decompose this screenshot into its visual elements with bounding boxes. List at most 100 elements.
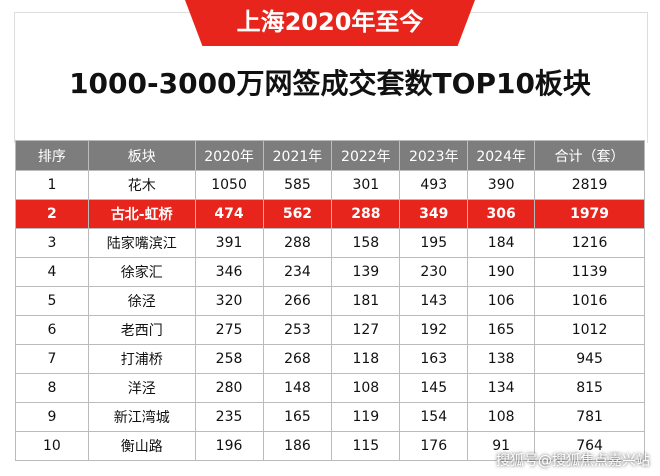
table-cell: 108 xyxy=(331,373,401,403)
table: 排序 板块 2020年 2021年 2022年 2023年 2024年 合计（套） 1 花木 10… xyxy=(15,140,645,461)
table-cell: 266 xyxy=(262,286,333,316)
column-header: 2024年 xyxy=(467,140,536,171)
table-cell: 288 xyxy=(331,199,401,229)
table-cell: 1050 xyxy=(194,170,264,200)
table-cell: 181 xyxy=(331,286,401,316)
table-cell: 235 xyxy=(194,402,264,432)
table-cell: 7 xyxy=(15,344,89,374)
table-row: 2 古北-虹桥 474 562 288 349 306 1979 xyxy=(15,199,645,229)
table-row: 4 徐家汇 346 234 139 230 190 1139 xyxy=(15,257,645,287)
table-cell: 230 xyxy=(399,257,469,287)
table-row: 6 老西门 275 253 127 192 165 1012 xyxy=(15,315,645,345)
table-cell: 91 xyxy=(467,431,536,461)
table-cell: 562 xyxy=(262,199,333,229)
table-cell: 徐家汇 xyxy=(87,257,196,287)
column-header: 板块 xyxy=(87,140,196,171)
table-cell: 781 xyxy=(534,402,645,432)
table-row: 5 徐泾 320 266 181 143 106 1016 xyxy=(15,286,645,316)
table-cell: 176 xyxy=(399,431,469,461)
table-row: 3 陆家嘴滨江 391 288 158 195 184 1216 xyxy=(15,228,645,258)
table-cell: 洋泾 xyxy=(87,373,196,403)
table-cell: 190 xyxy=(467,257,536,287)
table-cell: 195 xyxy=(399,228,469,258)
table-cell: 139 xyxy=(331,257,401,287)
table-cell: 9 xyxy=(15,402,89,432)
table-cell: 268 xyxy=(262,344,333,374)
table-cell: 6 xyxy=(15,315,89,345)
table-cell: 148 xyxy=(262,373,333,403)
table-cell: 165 xyxy=(262,402,333,432)
table-cell: 391 xyxy=(194,228,264,258)
table-cell: 390 xyxy=(467,170,536,200)
table-cell: 301 xyxy=(331,170,401,200)
table-cell: 585 xyxy=(262,170,333,200)
table-cell: 8 xyxy=(15,373,89,403)
table-cell: 192 xyxy=(399,315,469,345)
table-cell: 119 xyxy=(331,402,401,432)
table-cell: 288 xyxy=(262,228,333,258)
table-row: 1 花木 1050 585 301 493 390 2819 xyxy=(15,170,645,200)
table-cell: 196 xyxy=(194,431,264,461)
table-cell: 253 xyxy=(262,315,333,345)
column-header: 2020年 xyxy=(194,140,264,171)
table-cell: 158 xyxy=(331,228,401,258)
table-cell: 1016 xyxy=(534,286,645,316)
table-cell: 新江湾城 xyxy=(87,402,196,432)
table-cell: 1012 xyxy=(534,315,645,345)
table-cell: 徐泾 xyxy=(87,286,196,316)
column-header: 2021年 xyxy=(262,140,333,171)
header-row: 排序 板块 2020年 2021年 2022年 2023年 2024年 合计（套） xyxy=(15,140,645,171)
table-cell: 815 xyxy=(534,373,645,403)
table-cell: 945 xyxy=(534,344,645,374)
table-cell: 115 xyxy=(331,431,401,461)
table-cell: 186 xyxy=(262,431,333,461)
table-cell: 陆家嘴滨江 xyxy=(87,228,196,258)
table-cell: 1979 xyxy=(534,199,645,229)
column-header: 2023年 xyxy=(399,140,469,171)
table-row: 10 衡山路 196 186 115 176 91 764 xyxy=(15,431,645,461)
table-cell: 1 xyxy=(15,170,89,200)
watermark: 搜狐号@搜狐焦点嘉兴站 xyxy=(496,453,650,469)
table-cell: 154 xyxy=(399,402,469,432)
table-cell: 10 xyxy=(15,431,89,461)
table-cell: 1139 xyxy=(534,257,645,287)
table-cell: 234 xyxy=(262,257,333,287)
table-cell: 打浦桥 xyxy=(87,344,196,374)
table-cell: 143 xyxy=(399,286,469,316)
table-cell: 764 xyxy=(534,431,645,461)
table-row: 8 洋泾 280 148 108 145 134 815 xyxy=(15,373,645,403)
column-header: 排序 xyxy=(15,140,89,171)
table-cell: 古北-虹桥 xyxy=(87,199,196,229)
table-cell: 2 xyxy=(15,199,89,229)
table-cell: 138 xyxy=(467,344,536,374)
table-row: 7 打浦桥 258 268 118 163 138 945 xyxy=(15,344,645,374)
table-cell: 349 xyxy=(399,199,469,229)
table-cell: 134 xyxy=(467,373,536,403)
table-cell: 118 xyxy=(331,344,401,374)
table-cell: 474 xyxy=(194,199,264,229)
table-cell: 165 xyxy=(467,315,536,345)
table-cell: 108 xyxy=(467,402,536,432)
table-cell: 3 xyxy=(15,228,89,258)
column-header: 合计（套） xyxy=(534,140,645,171)
table-cell: 258 xyxy=(194,344,264,374)
table-cell: 145 xyxy=(399,373,469,403)
table-cell: 2819 xyxy=(534,170,645,200)
table-cell: 280 xyxy=(194,373,264,403)
table-cell: 4 xyxy=(15,257,89,287)
table-cell: 花木 xyxy=(87,170,196,200)
table-cell: 5 xyxy=(15,286,89,316)
table-cell: 184 xyxy=(467,228,536,258)
table-cell: 320 xyxy=(194,286,264,316)
table-cell: 老西门 xyxy=(87,315,196,345)
table-cell: 1216 xyxy=(534,228,645,258)
table-row: 9 新江湾城 235 165 119 154 108 781 xyxy=(15,402,645,432)
table-cell: 306 xyxy=(467,199,536,229)
table-cell: 346 xyxy=(194,257,264,287)
table-cell: 127 xyxy=(331,315,401,345)
table-cell: 163 xyxy=(399,344,469,374)
table-cell: 493 xyxy=(399,170,469,200)
title: 1000-3000万网签成交套数TOP10板块 xyxy=(69,67,591,100)
banner: 上海2020年至今 xyxy=(185,0,475,46)
